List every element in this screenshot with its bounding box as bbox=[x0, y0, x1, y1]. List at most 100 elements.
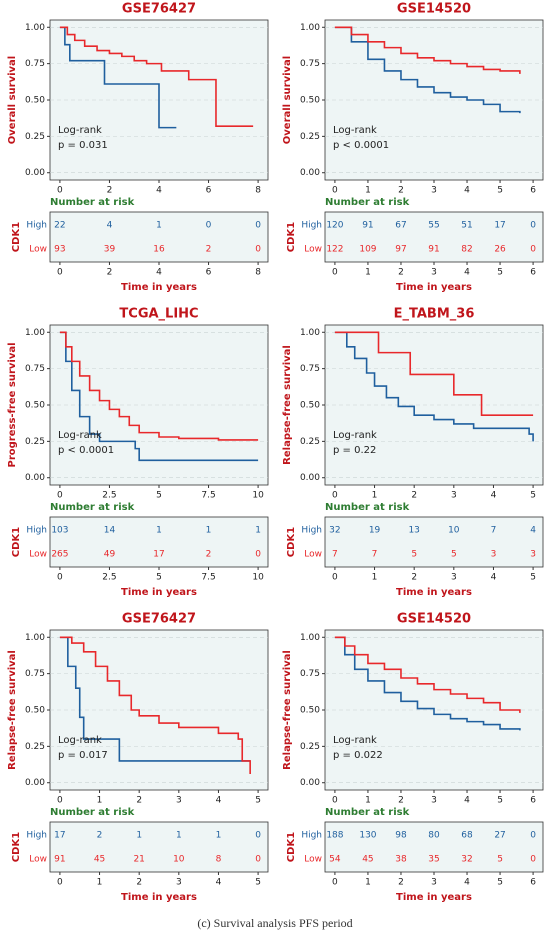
risk-x-tick-label: 5 bbox=[255, 878, 261, 888]
risk-x-tick-label: 4 bbox=[491, 573, 497, 583]
annotation: Log-rank bbox=[58, 430, 102, 441]
risk-count: 1 bbox=[216, 831, 222, 841]
risk-count: 4 bbox=[107, 221, 113, 231]
risk-count: 1 bbox=[176, 831, 182, 841]
risk-count: 38 bbox=[395, 855, 407, 865]
risk-count: 2 bbox=[97, 831, 103, 841]
y-tick-label: 0.00 bbox=[25, 473, 45, 483]
risk-group-label: CDK1 bbox=[286, 832, 297, 862]
risk-x-tick-label: 5 bbox=[497, 878, 503, 888]
risk-count: 49 bbox=[104, 550, 116, 560]
risk-row-label: Low bbox=[29, 245, 47, 255]
panel-title: E_TABM_36 bbox=[394, 307, 475, 322]
risk-x-tick-label: 2 bbox=[107, 268, 113, 278]
risk-count: 13 bbox=[408, 526, 419, 536]
annotation: p = 0.031 bbox=[58, 140, 108, 151]
risk-group-label: CDK1 bbox=[286, 527, 297, 557]
risk-count: 2 bbox=[206, 245, 212, 255]
risk-count: 19 bbox=[369, 526, 381, 536]
y-tick-label: 0.50 bbox=[25, 401, 45, 411]
risk-count: 67 bbox=[395, 221, 406, 231]
x-tick-label: 4 bbox=[156, 186, 162, 196]
survival-curve bbox=[334, 26, 521, 114]
annotation: p = 0.017 bbox=[58, 750, 108, 761]
annotation: Log-rank bbox=[58, 735, 102, 746]
x-tick-label: 0 bbox=[57, 186, 63, 196]
risk-title: Number at risk bbox=[50, 197, 135, 208]
y-tick-label: 0.25 bbox=[300, 437, 320, 447]
x-tick-label: 6 bbox=[530, 796, 536, 806]
risk-x-tick-label: 1 bbox=[365, 268, 371, 278]
risk-x-tick-label: 0 bbox=[332, 878, 338, 888]
risk-x-tick-label: 2 bbox=[398, 878, 404, 888]
annotation: p < 0.0001 bbox=[58, 445, 114, 456]
risk-x-tick-label: 3 bbox=[176, 878, 182, 888]
risk-x-tick-label: 10 bbox=[252, 573, 264, 583]
y-tick-label: 1.00 bbox=[25, 23, 45, 33]
risk-row-label: High bbox=[301, 526, 322, 536]
risk-row-label: High bbox=[26, 831, 47, 841]
risk-row-label: High bbox=[26, 221, 47, 231]
risk-count: 1 bbox=[255, 526, 261, 536]
risk-count: 97 bbox=[395, 245, 406, 255]
risk-x-tick-label: 0 bbox=[332, 573, 338, 583]
caption: (c) Survival analysis PFS period bbox=[197, 916, 352, 930]
x-tick-label: 6 bbox=[530, 186, 536, 196]
risk-count: 91 bbox=[362, 221, 373, 231]
panel-title: GSE76427 bbox=[122, 2, 196, 17]
risk-count: 265 bbox=[51, 550, 68, 560]
risk-row-label: Low bbox=[29, 855, 47, 865]
annotation: Log-rank bbox=[333, 125, 377, 136]
risk-count: 120 bbox=[326, 221, 343, 231]
risk-x-tick-label: 8 bbox=[255, 268, 261, 278]
risk-count: 122 bbox=[326, 245, 343, 255]
x-tick-label: 8 bbox=[255, 186, 261, 196]
risk-x-tick-label: 5 bbox=[497, 268, 503, 278]
risk-table bbox=[324, 211, 544, 263]
risk-x-tick-label: 1 bbox=[372, 573, 378, 583]
risk-count: 93 bbox=[54, 245, 65, 255]
x-tick-label: 6 bbox=[206, 186, 212, 196]
annotation: p = 0.022 bbox=[333, 750, 383, 761]
y-tick-label: 0.00 bbox=[300, 168, 320, 178]
risk-table bbox=[49, 821, 269, 873]
risk-x-tick-label: 6 bbox=[530, 878, 536, 888]
annotation: Log-rank bbox=[333, 430, 377, 441]
risk-count: 0 bbox=[530, 221, 536, 231]
risk-count: 17 bbox=[494, 221, 505, 231]
risk-count: 0 bbox=[255, 221, 261, 231]
risk-group-label: CDK1 bbox=[11, 527, 22, 557]
risk-count: 2 bbox=[206, 550, 212, 560]
risk-count: 5 bbox=[497, 855, 503, 865]
risk-count: 91 bbox=[428, 245, 439, 255]
risk-row-label: Low bbox=[304, 245, 322, 255]
risk-count: 103 bbox=[51, 526, 68, 536]
y-tick-label: 0.00 bbox=[25, 168, 45, 178]
x-tick-label: 3 bbox=[451, 491, 457, 501]
risk-count: 80 bbox=[428, 831, 440, 841]
panel: GSE764270.000.250.500.751.00001122334455… bbox=[7, 612, 269, 903]
risk-x-tick-label: 5 bbox=[156, 573, 162, 583]
x-tick-label: 5 bbox=[530, 491, 536, 501]
risk-count: 39 bbox=[104, 245, 116, 255]
x-axis-label: Time in years bbox=[396, 892, 472, 903]
risk-x-tick-label: 2 bbox=[136, 878, 142, 888]
y-axis-label: Relapse-free survival bbox=[282, 650, 293, 770]
y-tick-label: 0.50 bbox=[300, 401, 320, 411]
risk-count: 0 bbox=[530, 855, 536, 865]
risk-count: 32 bbox=[461, 855, 472, 865]
y-tick-label: 0.50 bbox=[300, 96, 320, 106]
risk-count: 7 bbox=[372, 550, 378, 560]
survival-curve bbox=[59, 331, 259, 462]
risk-count: 1 bbox=[136, 831, 142, 841]
risk-count: 14 bbox=[104, 526, 116, 536]
x-tick-label: 1 bbox=[372, 491, 378, 501]
risk-table bbox=[49, 516, 269, 568]
x-tick-label: 0 bbox=[332, 796, 338, 806]
x-tick-label: 2 bbox=[136, 796, 142, 806]
risk-x-tick-label: 4 bbox=[156, 268, 162, 278]
risk-count: 0 bbox=[530, 245, 536, 255]
risk-table bbox=[324, 516, 544, 568]
panel-title: GSE14520 bbox=[397, 2, 471, 17]
x-tick-label: 2 bbox=[107, 186, 113, 196]
